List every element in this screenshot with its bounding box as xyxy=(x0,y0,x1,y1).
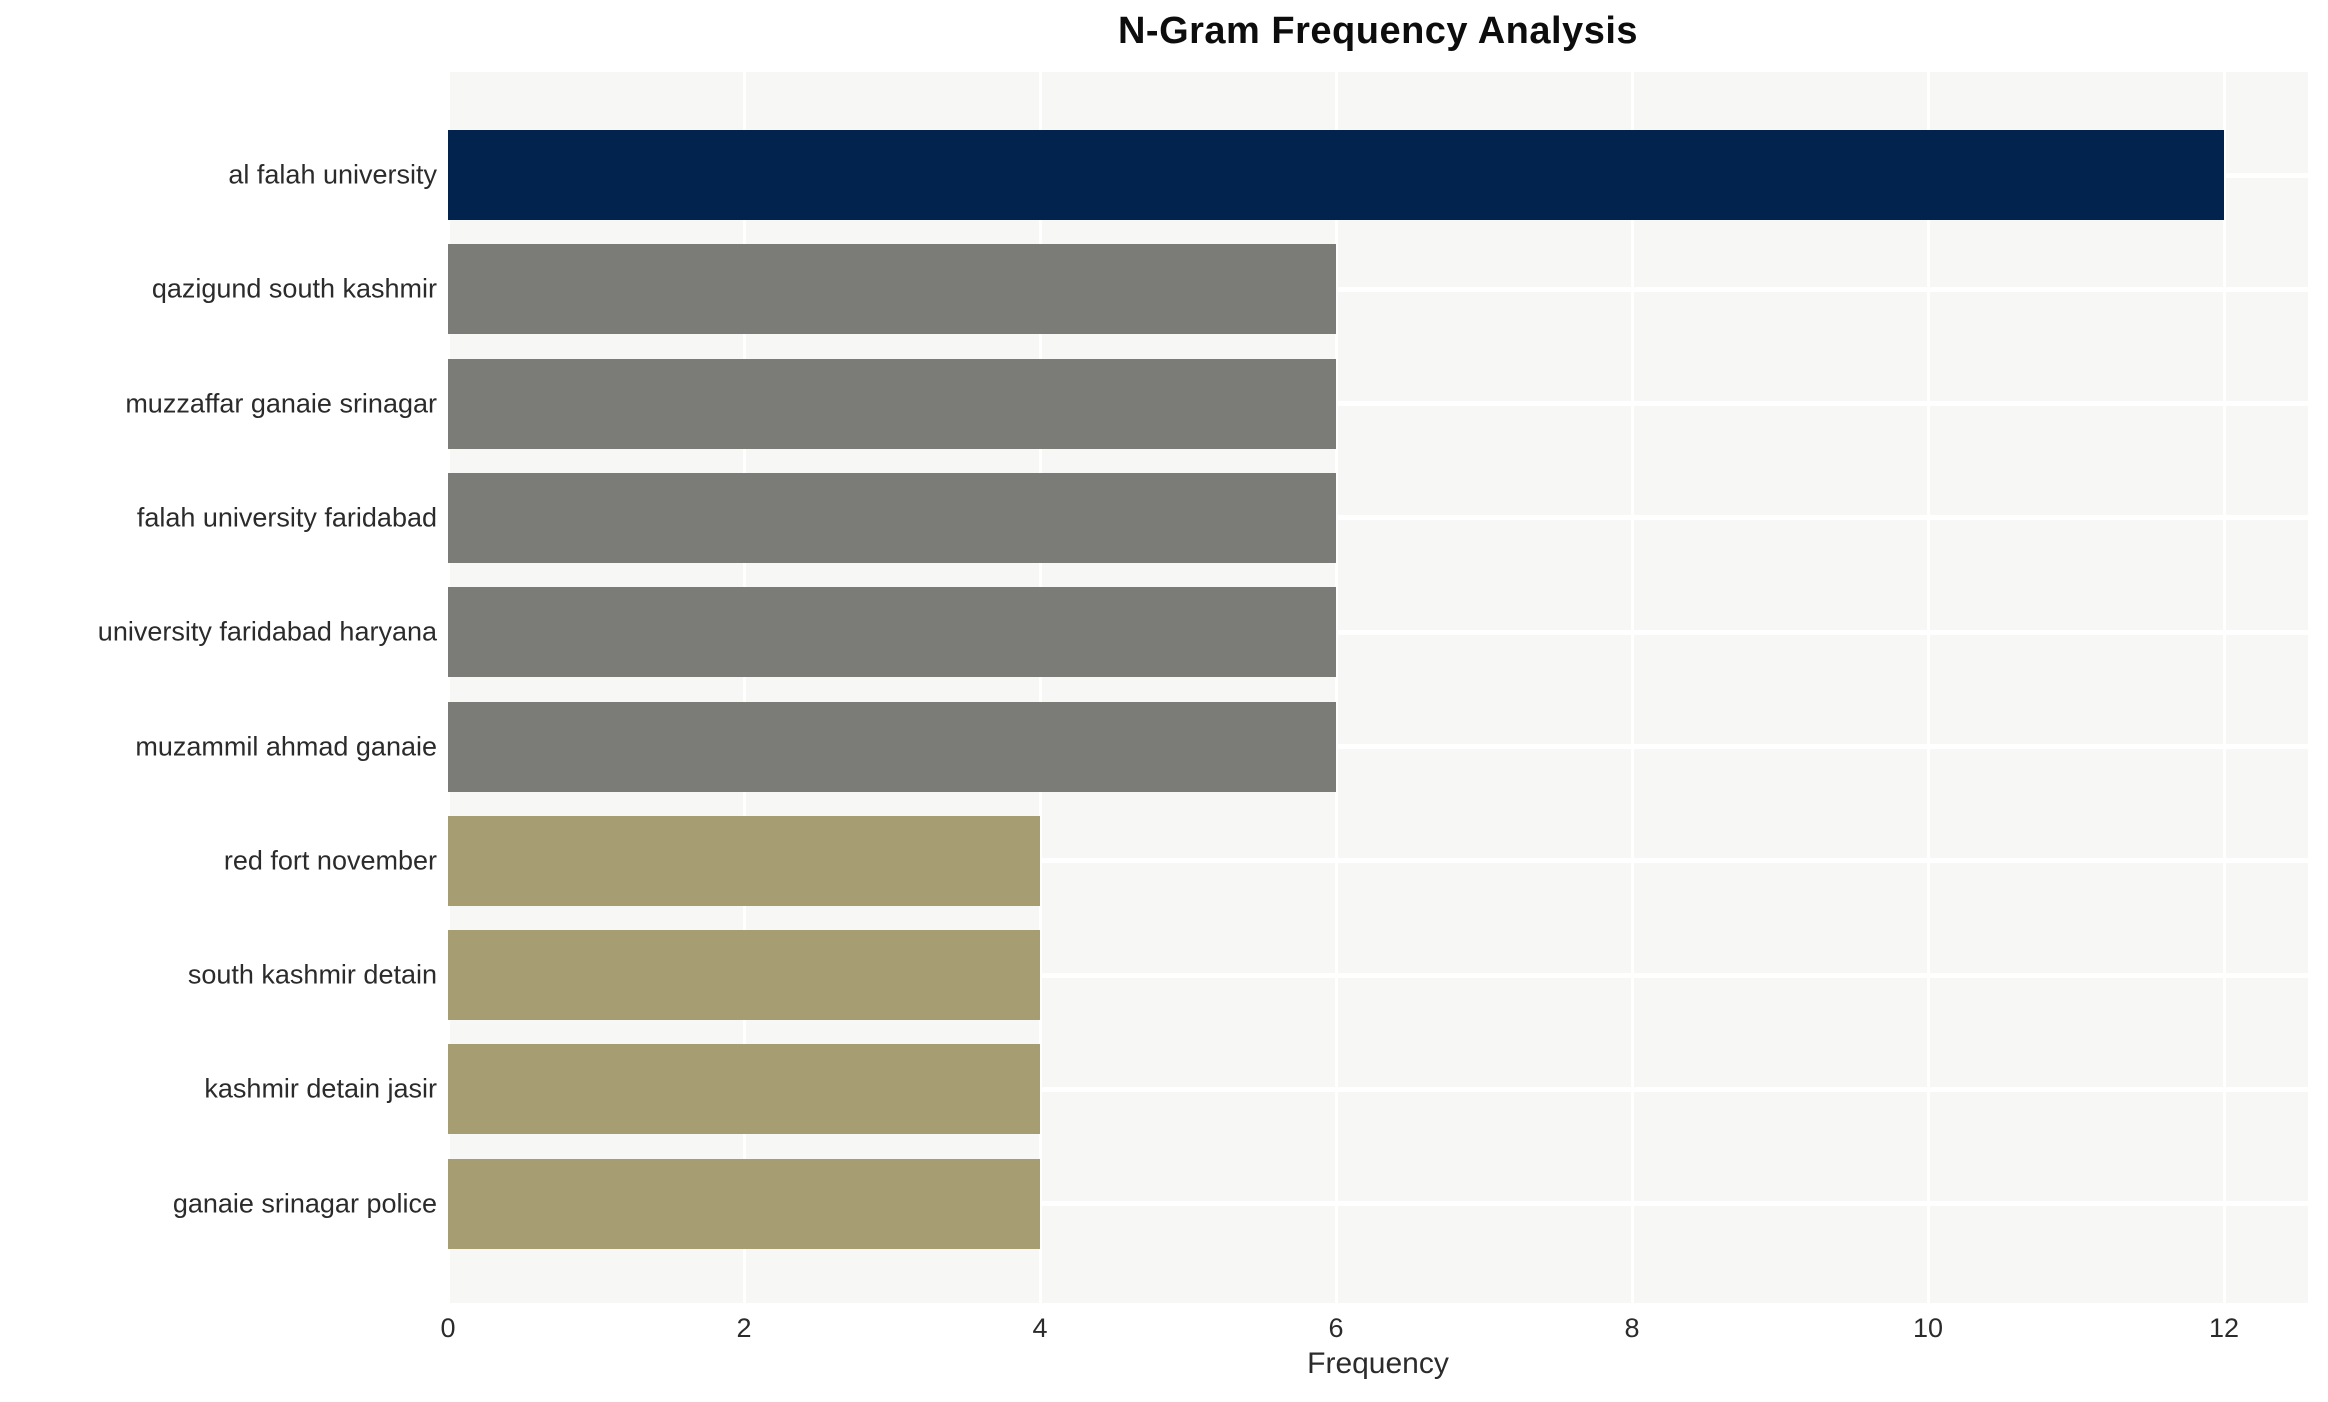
y-tick-label: university faridabad haryana xyxy=(97,616,437,647)
gridline-y xyxy=(448,744,2308,749)
y-tick-label: kashmir detain jasir xyxy=(204,1073,437,1104)
y-tick-label: falah university faridabad xyxy=(136,502,437,533)
x-tick-label: 0 xyxy=(440,1313,456,1343)
bar xyxy=(448,244,1336,335)
gridline-x xyxy=(2222,72,2226,1303)
bar xyxy=(448,1158,1040,1249)
gridline-x xyxy=(1630,72,1634,1303)
gridline-y xyxy=(448,858,2308,864)
gridline-x xyxy=(446,72,450,1303)
gridline-y xyxy=(448,1201,2308,1207)
y-tick-label: ganaie srinagar police xyxy=(172,1188,437,1219)
x-tick-label: 10 xyxy=(1912,1313,1944,1343)
bar xyxy=(448,1044,1040,1135)
gridline-x xyxy=(1334,72,1338,1303)
bar xyxy=(448,358,1336,449)
bar xyxy=(448,472,1336,563)
gridline-y xyxy=(448,515,2308,521)
bar xyxy=(448,701,1336,792)
y-tick-label: al falah university xyxy=(228,159,437,190)
plot-area xyxy=(446,72,2308,1303)
y-tick-label: qazigund south kashmir xyxy=(151,273,437,304)
x-tick-label: 8 xyxy=(1624,1313,1640,1343)
chart-title: N-Gram Frequency Analysis xyxy=(1117,10,1639,52)
bar xyxy=(448,130,2224,220)
gridline-x xyxy=(742,72,746,1303)
x-tick-label: 6 xyxy=(1328,1313,1344,1343)
y-tick-label: south kashmir detain xyxy=(187,959,437,990)
bar xyxy=(448,815,1040,906)
x-tick-label: 2 xyxy=(736,1313,752,1343)
x-axis-title: Frequency xyxy=(1307,1347,1449,1380)
gridline-y xyxy=(448,972,2308,978)
bar xyxy=(448,587,1336,678)
gridline-x xyxy=(1038,72,1042,1303)
x-tick-label: 4 xyxy=(1032,1313,1048,1343)
y-tick-label: muzammil ahmad ganaie xyxy=(135,731,437,761)
bar xyxy=(448,930,1040,1021)
gridline-y xyxy=(448,286,2308,292)
y-tick-label: muzzaffar ganaie srinagar xyxy=(125,388,437,419)
gridline-y xyxy=(448,1086,2308,1092)
x-tick-label: 12 xyxy=(2208,1313,2240,1343)
gridline-x xyxy=(1926,72,1930,1303)
y-tick-label: red fort november xyxy=(223,845,437,876)
gridline-y xyxy=(448,629,2308,635)
gridline-y xyxy=(448,401,2308,407)
